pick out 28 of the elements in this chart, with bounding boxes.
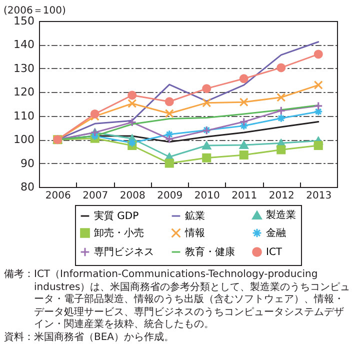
- x-tick-label: 2007: [82, 190, 108, 202]
- y-tick-label: 90: [20, 156, 34, 170]
- y-axis-title: (2006＝100): [4, 6, 66, 16]
- y-tick-label: 80: [20, 180, 34, 194]
- y-tick-label: 110: [14, 109, 34, 122]
- legend-label: 教育・健康: [185, 246, 235, 258]
- text: 資料：米国商務省（BEA）から作成。: [4, 332, 176, 344]
- y-tick-label: 150: [14, 14, 34, 28]
- legend-label: 専門ビジネス: [94, 246, 154, 258]
- x-tick-label: 2010: [194, 190, 220, 202]
- x-tick-label: 2008: [120, 190, 146, 202]
- y-tick-label: 140: [14, 38, 34, 52]
- legend-label: 製造業: [266, 209, 296, 222]
- y-tick-label: 100: [14, 133, 34, 146]
- y-tick-label: 120: [14, 86, 34, 99]
- x-tick-label: 2011: [232, 190, 258, 202]
- legend-label: 情報: [184, 227, 205, 239]
- legend-label: 実質 GDP: [94, 210, 139, 222]
- y-tick-label: 130: [14, 62, 34, 75]
- x-tick-label: 2006: [45, 190, 71, 202]
- legend-label: 卸売・小売: [94, 227, 144, 239]
- text: 備考：ICT（Information-Communications-Technology-producing industres）は、米国商務省の参考分類として、製造業のうちコンピュータ・電子部品製造、情報のうち出版（含むソフトウェア）、情報・データ処理サービス、専門ビジネスのうちコンピュータシステムデザイン・関連産業を抜粋、統合したもの。: [4, 269, 352, 332]
- legend-label: ICT: [266, 247, 283, 258]
- legend-label: 金融: [266, 227, 286, 239]
- legend-label: 鉱業: [185, 210, 205, 222]
- x-tick-label: 2012: [268, 190, 294, 202]
- x-tick-label: 2009: [157, 190, 183, 202]
- x-tick-label: 2013: [306, 190, 332, 202]
